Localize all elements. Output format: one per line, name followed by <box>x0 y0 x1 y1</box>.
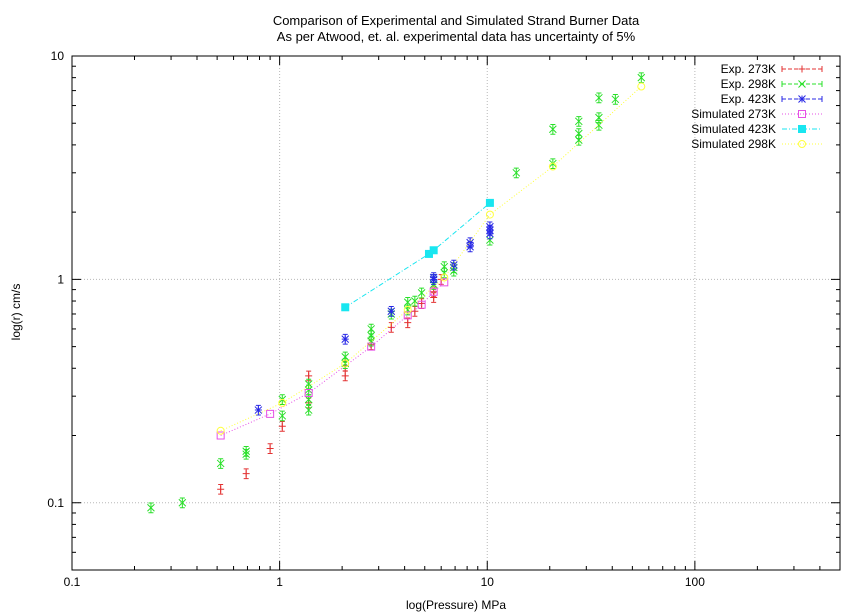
x-tick-label: 1 <box>276 575 283 589</box>
data-point <box>341 303 350 312</box>
legend-swatch-marker <box>798 80 806 88</box>
data-point <box>512 168 521 177</box>
legend-label: Exp. 423K <box>721 92 776 106</box>
data-point <box>147 503 155 512</box>
data-point <box>637 73 646 82</box>
x-tick-label: 0.1 <box>64 575 81 589</box>
data-point <box>404 319 412 327</box>
data-point <box>637 82 646 91</box>
x-axis-label: log(Pressure) MPa <box>406 598 506 612</box>
data-point <box>304 395 313 404</box>
y-tick-label: 1 <box>57 272 64 286</box>
data-point <box>178 498 187 507</box>
chart-subtitle: As per Atwood, et. al. experimental data… <box>277 29 636 44</box>
data-point <box>574 129 583 138</box>
data-point <box>367 342 376 351</box>
series-simulated-298k <box>216 82 646 435</box>
data-point <box>549 125 557 134</box>
data-point <box>486 236 494 244</box>
data-point <box>611 95 620 104</box>
data-point <box>548 162 557 171</box>
data-point <box>403 311 412 320</box>
data-point <box>304 380 313 388</box>
data-point <box>341 335 350 344</box>
legend-swatch-marker <box>798 110 806 118</box>
data-point <box>278 422 286 430</box>
data-point <box>217 485 225 493</box>
data-point <box>367 325 376 333</box>
series-line <box>344 202 491 308</box>
data-point <box>403 305 412 314</box>
series-simulated-273k <box>216 278 449 440</box>
data-point <box>242 447 251 456</box>
chart-title: Comparison of Experimental and Simulated… <box>273 13 640 28</box>
data-series <box>147 72 646 514</box>
legend-swatch-cap <box>781 96 823 102</box>
data-point <box>440 278 449 287</box>
data-point <box>216 431 225 440</box>
data-point <box>341 352 350 361</box>
data-point <box>367 331 376 340</box>
data-point <box>254 406 263 414</box>
legend-label: Simulated 298K <box>691 137 776 151</box>
legend-label: Simulated 423K <box>691 122 776 136</box>
data-point <box>266 409 275 418</box>
axis-ticks: 0.1 1 10 100 0.1 1 10 <box>47 49 841 589</box>
data-point <box>595 93 603 102</box>
data-point <box>266 444 274 452</box>
data-point <box>417 300 426 309</box>
series-line <box>220 281 445 436</box>
y-tick-label: 10 <box>51 49 65 63</box>
legend-swatch-marker <box>798 140 806 148</box>
data-point <box>242 470 250 478</box>
series-exp-423k <box>254 221 494 416</box>
data-point <box>466 238 474 247</box>
data-point <box>341 372 349 380</box>
data-point <box>595 113 603 122</box>
x-tick-label: 10 <box>481 575 495 589</box>
grid-lines <box>72 56 840 570</box>
data-point <box>429 287 438 296</box>
data-point <box>387 307 396 316</box>
x-tick-label: 100 <box>685 575 705 589</box>
data-point <box>485 198 494 207</box>
data-point <box>278 411 287 420</box>
series-simulated-423k <box>341 198 494 312</box>
data-point <box>216 459 225 468</box>
data-point <box>304 406 313 414</box>
data-point <box>440 273 449 282</box>
data-point <box>411 307 419 315</box>
data-point <box>440 262 449 271</box>
legend-swatch-marker <box>798 125 806 133</box>
legend-swatch-cap <box>781 81 823 87</box>
data-point <box>410 297 419 305</box>
data-point <box>278 398 287 407</box>
y-tick-label: 0.1 <box>47 496 64 510</box>
legend-swatch-marker <box>798 65 806 73</box>
data-point <box>549 159 557 168</box>
legend-swatch-cap <box>781 66 823 72</box>
legend-label: Exp. 298K <box>721 77 776 91</box>
data-point <box>304 388 313 397</box>
series-exp-298k <box>147 72 646 514</box>
data-point <box>305 372 313 380</box>
data-point <box>403 298 412 307</box>
y-axis-label: log(r) cm/s <box>9 284 23 341</box>
data-point <box>486 222 494 231</box>
data-point <box>485 210 494 219</box>
legend-label: Exp. 273K <box>721 62 776 76</box>
data-point <box>341 359 350 368</box>
data-point <box>574 117 583 126</box>
data-point <box>574 136 583 145</box>
data-point <box>216 426 225 435</box>
legend-swatch-marker <box>798 95 806 103</box>
plot-frame <box>71 55 841 571</box>
legend-label: Simulated 273K <box>691 107 776 121</box>
data-point <box>429 246 438 255</box>
data-point <box>429 273 438 282</box>
